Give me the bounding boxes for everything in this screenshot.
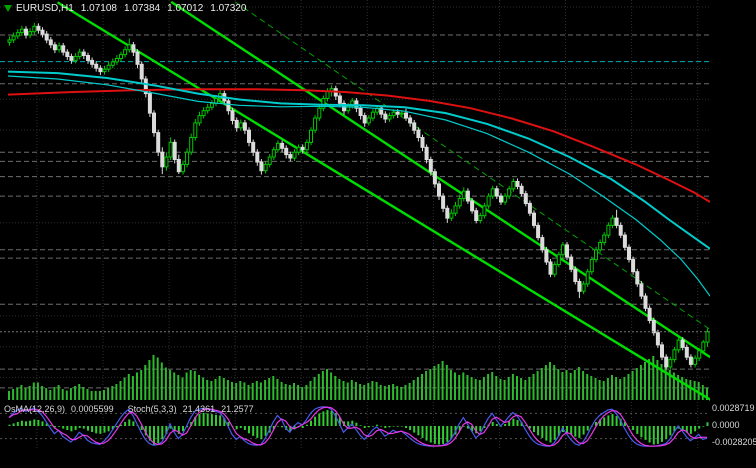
- stoch-d-value: 21.2577: [221, 404, 254, 414]
- price-axis[interactable]: [711, 0, 756, 402]
- fan-trendline: [234, 1, 710, 331]
- stoch-label: Stoch(5,3,3): [127, 404, 177, 414]
- osma-histogram: [8, 410, 709, 445]
- ohlc-high-value: 1.07384: [123, 3, 161, 14]
- time-axis[interactable]: [0, 451, 756, 468]
- stoch-k-value: 21.4361: [182, 404, 216, 414]
- osma-label: OsMA(12,26,9): [4, 404, 66, 414]
- indicator-scale-zero: 0.0000: [712, 420, 740, 430]
- indicator-labels: OsMA(12,26,9) 0.0005599 Stoch(5,3,3) 21.436…: [4, 404, 254, 414]
- indicator-panel: [0, 406, 710, 447]
- indicator-scale-top: 0.0028719: [712, 403, 755, 413]
- stoch-k-line: [8, 406, 708, 447]
- trend-channel-lines: [56, 0, 710, 401]
- ma-cyan-fast-line: [7, 75, 710, 297]
- chart-title-overlay: EURUSD,H1 1.07108 1.07384 1.07012 1.07320: [4, 3, 247, 14]
- volume-layer: [8, 355, 708, 400]
- symbol-timeframe-label: EURUSD,H1: [16, 3, 74, 14]
- ohlc-close-value: 1.07320: [210, 3, 247, 14]
- ohlc-low-value: 1.07012: [167, 3, 204, 14]
- ma-cyan-slow-line: [7, 70, 710, 250]
- indicator-scale: 0.0028719 0.0000 -0.0028205: [712, 0, 756, 468]
- ohlc-open-value: 1.07108: [80, 3, 117, 14]
- moving-average-lines: [7, 70, 710, 297]
- chart-shift-marker-icon: [4, 5, 12, 12]
- candlestick-layer: [7, 22, 710, 370]
- indicator-scale-bottom: -0.0028205: [712, 437, 756, 447]
- stoch-d-line: [8, 406, 708, 447]
- osma-value: 0.0005599: [71, 404, 114, 414]
